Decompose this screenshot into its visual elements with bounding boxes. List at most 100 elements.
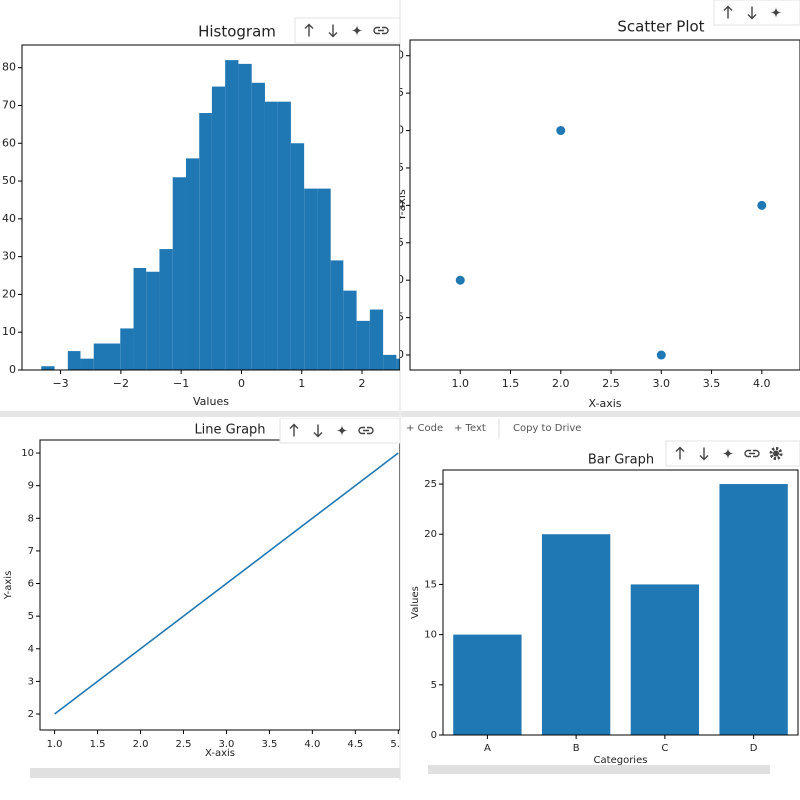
histogram-bar xyxy=(120,328,134,370)
y-tick-label: 8 xyxy=(28,513,34,524)
y-tick-label: 3.0 xyxy=(387,198,405,211)
y-tick-label: 4 xyxy=(28,644,34,655)
histogram-bar xyxy=(238,63,252,370)
y-tick-label: 1.5 xyxy=(387,311,405,324)
move-up-button[interactable] xyxy=(675,446,685,460)
histogram-bar xyxy=(225,60,239,371)
move-down-button[interactable] xyxy=(747,6,757,20)
chart-panel: Line Graph 2 3 4 5 6 7 8 9 10 1.0 1.5 2.0 2.5 3.0 3.5 4.… xyxy=(3,418,400,759)
y-tick-label: 9 xyxy=(28,481,34,492)
x-axis-label: Values xyxy=(193,395,229,408)
x-tick-label: 2.5 xyxy=(176,739,192,750)
add-text-button[interactable]: + Text xyxy=(454,423,486,434)
y-tick-label: 3.5 xyxy=(387,161,405,174)
toolbar-box xyxy=(713,0,800,26)
link-button[interactable] xyxy=(744,449,760,458)
bar xyxy=(453,634,522,735)
x-tick-label: C xyxy=(661,743,668,754)
settings-button[interactable] xyxy=(773,450,779,457)
y-axis-label: Y-axis xyxy=(3,571,14,601)
x-tick-label: A xyxy=(484,743,491,754)
histogram-bar xyxy=(185,158,200,370)
move-down-button[interactable] xyxy=(313,424,323,438)
copy-to-drive-button[interactable]: Copy to Drive xyxy=(513,423,581,434)
axes-frame xyxy=(409,39,800,371)
move-down-button[interactable] xyxy=(699,447,709,461)
y-tick-label: 60 xyxy=(2,136,16,149)
histogram-bar xyxy=(107,343,121,370)
y-axis-label: Values xyxy=(410,586,421,619)
histogram-bar xyxy=(343,290,357,370)
y-tick-label: 10 xyxy=(21,448,34,459)
x-tick-label: 1 xyxy=(298,377,305,390)
x-tick-label: 4.0 xyxy=(753,377,771,390)
toolbar-box xyxy=(294,17,400,44)
y-tick-label: 6 xyxy=(28,579,34,590)
x-tick-label: D xyxy=(750,743,758,754)
chart-title: Histogram xyxy=(198,23,276,41)
gemini-button[interactable] xyxy=(770,6,782,19)
move-up-button[interactable] xyxy=(723,5,733,19)
link-button[interactable] xyxy=(358,426,374,435)
x-tick-label: 1.5 xyxy=(502,377,520,390)
histogram-bar xyxy=(369,309,384,370)
y-tick-label: 0 xyxy=(431,730,437,741)
x-axis-label: X-axis xyxy=(205,748,235,759)
y-tick-label: 80 xyxy=(2,61,16,74)
settings-button[interactable] xyxy=(769,447,783,460)
y-tick-label: 3 xyxy=(28,676,34,687)
move-down-button[interactable] xyxy=(328,24,338,38)
move-up-button[interactable] xyxy=(289,423,299,437)
scrollbar[interactable] xyxy=(428,765,770,774)
x-tick-label: 3.0 xyxy=(653,377,671,390)
histogram-bar xyxy=(277,101,291,371)
chart-title: Scatter Plot xyxy=(617,18,704,36)
y-tick-label: 20 xyxy=(424,529,437,540)
y-tick-label: 5 xyxy=(431,680,437,691)
histogram-bar xyxy=(199,113,212,370)
y-tick-label: 5.0 xyxy=(387,49,405,62)
x-tick-label: 2.0 xyxy=(552,377,570,390)
histogram-bar xyxy=(383,354,397,370)
histogram-bar xyxy=(356,320,370,370)
axes-frame xyxy=(39,439,400,731)
x-tick-label: 3.0 xyxy=(218,739,234,750)
add-code-button[interactable]: + Code xyxy=(406,423,443,434)
line-series xyxy=(54,452,399,715)
histogram-bar xyxy=(80,358,94,370)
scrollbar[interactable] xyxy=(30,768,400,778)
y-tick-label: 15 xyxy=(424,579,437,590)
x-tick-label: 2.5 xyxy=(602,377,620,390)
x-axis-label: X-axis xyxy=(589,397,622,410)
histogram-bar xyxy=(133,267,147,370)
axes-frame xyxy=(21,44,400,371)
x-tick-label: B xyxy=(573,743,580,754)
x-tick-label: −2 xyxy=(113,377,129,390)
histogram-bar xyxy=(330,260,344,370)
x-tick-label: 2 xyxy=(359,377,366,390)
move-up-button[interactable] xyxy=(304,23,314,37)
histogram-bar xyxy=(251,82,265,370)
link-button[interactable] xyxy=(373,26,389,35)
gemini-button[interactable] xyxy=(722,447,734,460)
bar xyxy=(719,484,788,735)
y-tick-label: 4.5 xyxy=(387,86,405,99)
chart-panel: Scatter Plot 1.0 1.5 2.0 2.5 3.0 3.5 4.0 4.5 5.0 1… xyxy=(387,0,800,410)
y-tick-label: 20 xyxy=(2,287,16,300)
x-tick-label: −1 xyxy=(173,377,189,390)
axes-frame xyxy=(442,469,799,736)
cell-toolbar: + Code + Text Copy to Drive xyxy=(406,419,581,438)
y-tick-label: 25 xyxy=(424,479,437,490)
y-tick-label: 1.0 xyxy=(387,348,405,361)
bar xyxy=(541,534,611,735)
gemini-button[interactable] xyxy=(351,24,363,37)
x-tick-label: 1.0 xyxy=(452,377,470,390)
chart-title: Line Graph xyxy=(194,423,265,438)
histogram-bar xyxy=(146,271,160,370)
gemini-button[interactable] xyxy=(336,424,348,437)
y-tick-label: 50 xyxy=(2,174,16,187)
bar xyxy=(630,584,700,735)
x-tick-label: 4.0 xyxy=(304,739,320,750)
histogram-bar xyxy=(396,358,400,370)
